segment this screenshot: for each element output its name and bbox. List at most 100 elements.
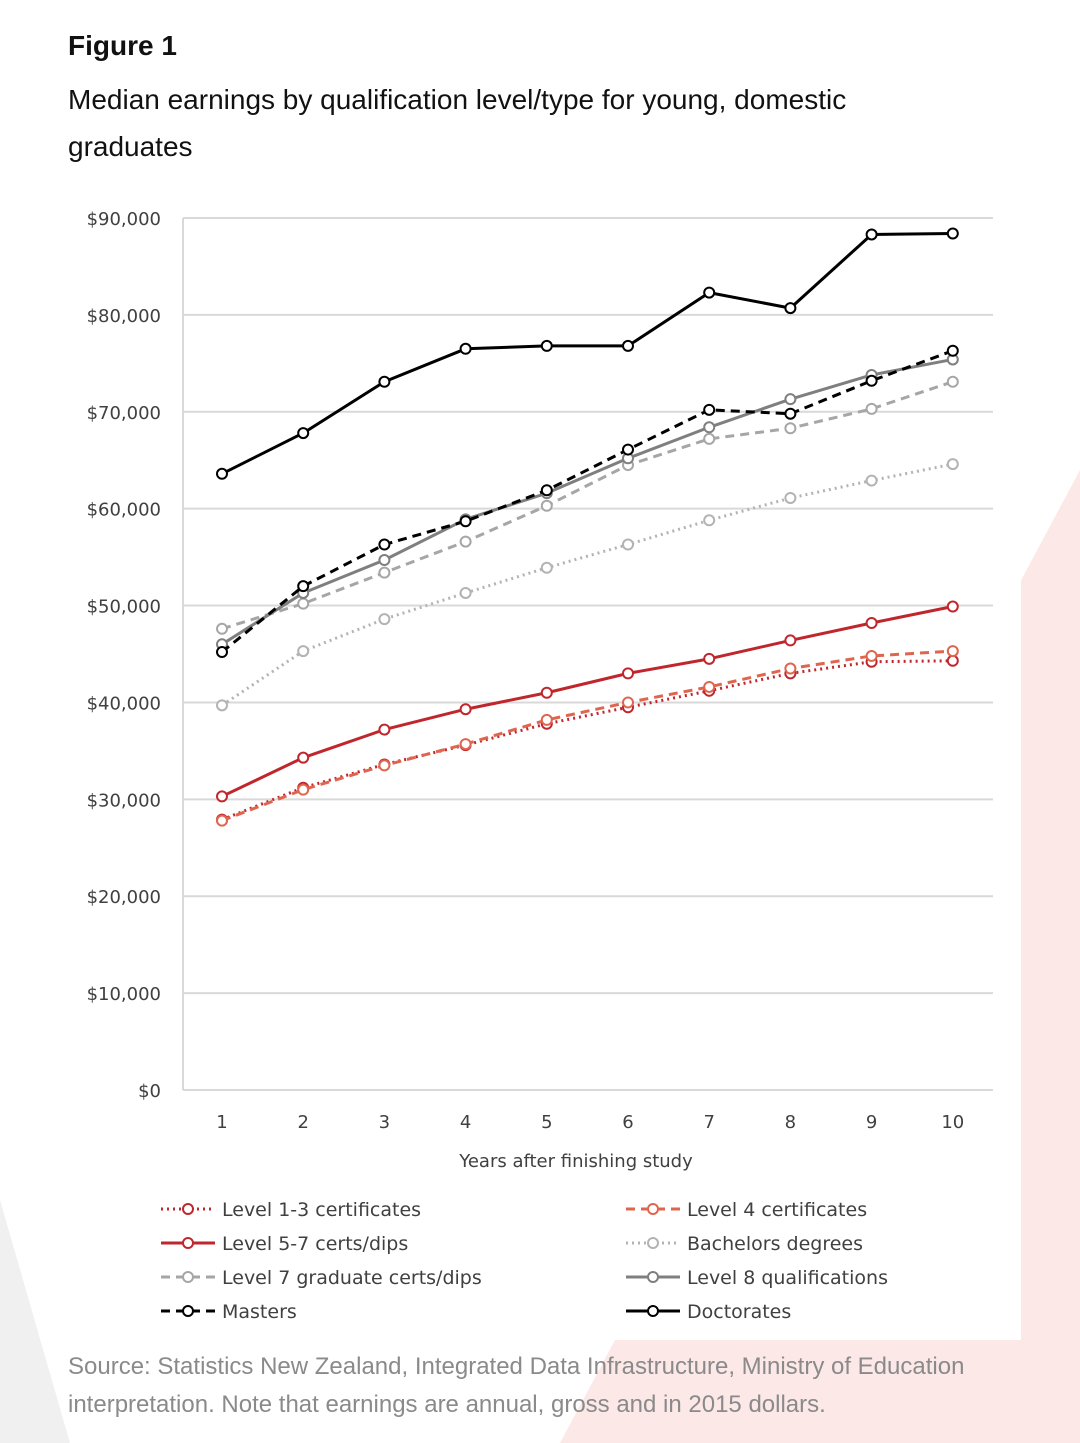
series-line: [221, 232, 953, 476]
x-tick-label: 1: [216, 1112, 227, 1133]
data-point: [459, 586, 472, 599]
data-point: [459, 515, 472, 528]
legend-label: Level 4 certificates: [687, 1199, 867, 1221]
data-point: [865, 374, 878, 387]
legend: Level 1-3 certificates Level 4 certificat…: [161, 1199, 888, 1323]
series-line: [221, 605, 954, 798]
data-point: [297, 645, 310, 658]
data-point: [784, 393, 797, 406]
legend-item: Bachelors degrees: [626, 1233, 863, 1255]
series-line: [221, 357, 954, 646]
data-point: [297, 427, 310, 440]
series-line: [221, 349, 954, 654]
legend-label: Bachelors degrees: [687, 1233, 863, 1255]
data-point: [622, 538, 634, 551]
x-tick-label: 2: [297, 1112, 308, 1133]
y-tick-label: $60,000: [87, 500, 161, 521]
chart-panel: $0 $10,000 $20,000 $30,000 $40,000 $50,000 $60…: [66, 190, 1021, 1340]
data-point: [216, 467, 228, 480]
data-point: [784, 634, 797, 647]
data-point: [622, 339, 634, 352]
data-point: [540, 686, 553, 699]
data-point: [865, 228, 878, 241]
data-point: [946, 645, 959, 658]
data-point: [540, 339, 553, 352]
x-tick-label: 5: [541, 1112, 552, 1133]
figure-label: Figure 1: [68, 30, 177, 61]
y-tick-label: $20,000: [87, 887, 161, 908]
y-tick-label: $40,000: [87, 693, 161, 714]
data-point: [865, 474, 878, 487]
data-point: [378, 613, 391, 626]
data-point: [703, 514, 716, 527]
x-tick-label: 7: [703, 1112, 714, 1133]
data-point: [784, 422, 797, 435]
data-point: [865, 402, 878, 415]
data-point: [946, 344, 959, 357]
data-point: [622, 696, 634, 709]
x-tick-label: 3: [379, 1112, 390, 1133]
data-point: [784, 492, 797, 505]
legend-item: Level 1-3 certificates: [161, 1199, 421, 1221]
data-point: [459, 535, 472, 548]
data-point: [378, 375, 391, 388]
x-tick-label: 4: [460, 1112, 471, 1133]
data-point: [459, 738, 472, 751]
series-level-5-7-certs-dips: [216, 600, 959, 803]
y-tick-label: $70,000: [87, 403, 161, 424]
legend-swatch-marker: [182, 1305, 194, 1317]
chart-title: Median earnings by qualification level/t…: [68, 84, 847, 162]
axes: $0 $10,000 $20,000 $30,000 $40,000 $50,000 $60…: [87, 209, 993, 1172]
legend-swatch-marker: [182, 1203, 194, 1215]
data-point: [784, 407, 797, 420]
data-point: [703, 403, 716, 416]
source-note: Source: Statistics New Zealand, Integrat…: [68, 1353, 965, 1418]
data-point: [216, 646, 228, 659]
legend-swatch-marker: [182, 1237, 194, 1249]
series-doctorates: [216, 227, 959, 480]
series-line: [221, 462, 954, 707]
data-point: [378, 759, 391, 772]
data-point: [703, 286, 716, 299]
data-point: [540, 484, 553, 497]
data-point: [703, 680, 716, 693]
series-line: [221, 659, 953, 822]
legend-swatch-marker: [647, 1305, 659, 1317]
data-point: [216, 814, 228, 827]
x-axis-title: Years after finishing study: [458, 1151, 693, 1172]
x-tick-label: 6: [622, 1112, 633, 1133]
data-point: [865, 616, 878, 629]
legend-swatch-marker: [647, 1271, 659, 1283]
legend-item: Masters: [161, 1301, 297, 1323]
legend-swatch-marker: [647, 1237, 659, 1249]
data-point: [297, 751, 310, 764]
data-point: [216, 790, 228, 803]
background-grey-wedge: [0, 1200, 70, 1443]
legend-label: Level 7 graduate certs/dips: [222, 1267, 482, 1289]
data-point: [378, 554, 391, 567]
data-point: [703, 652, 716, 665]
data-point: [784, 302, 797, 315]
series-line: [221, 380, 954, 631]
legend-item: Level 7 graduate certs/dips: [161, 1267, 482, 1289]
y-tick-label: $90,000: [87, 209, 161, 230]
data-point: [216, 622, 228, 635]
legend-swatch-marker: [647, 1203, 659, 1215]
data-point: [622, 443, 634, 456]
data-point: [946, 600, 959, 613]
data-point: [378, 566, 391, 579]
y-tick-label: $50,000: [87, 597, 161, 618]
legend-item: Level 4 certificates: [626, 1199, 867, 1221]
gridlines: [183, 217, 993, 995]
data-point: [459, 703, 472, 716]
legend-swatch-marker: [182, 1271, 194, 1283]
legend-label: Level 1-3 certificates: [222, 1199, 421, 1221]
line-chart: $0 $10,000 $20,000 $30,000 $40,000 $50,000 $60…: [87, 209, 993, 1323]
data-point: [297, 783, 310, 796]
series-line: [221, 649, 953, 823]
data-point: [540, 499, 553, 512]
legend-item: Level 8 qualifications: [626, 1267, 888, 1289]
y-tick-label: $80,000: [87, 306, 161, 327]
data-point: [703, 421, 716, 434]
data-point: [540, 713, 553, 726]
